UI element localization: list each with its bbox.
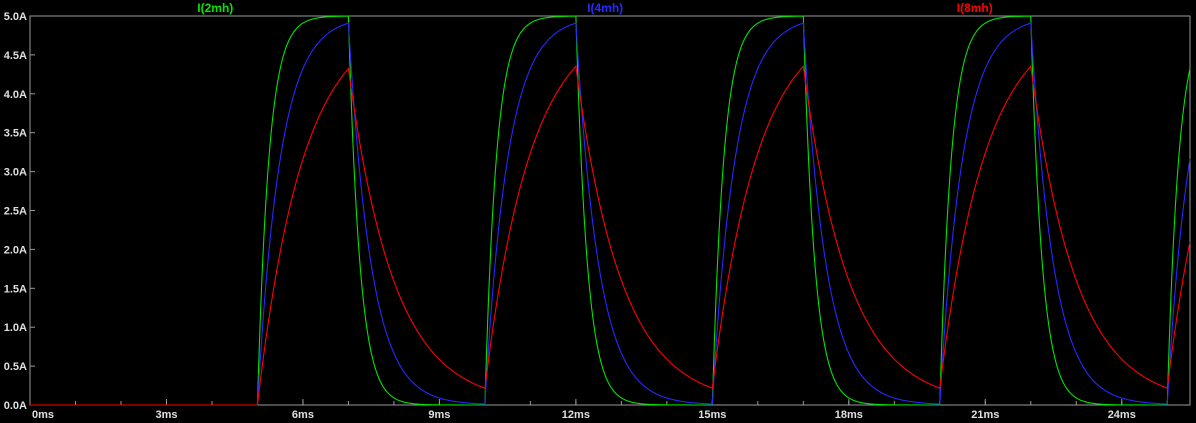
- svg-text:0ms: 0ms: [32, 409, 54, 421]
- svg-text:12ms: 12ms: [562, 409, 590, 421]
- svg-text:9ms: 9ms: [428, 409, 450, 421]
- svg-text:15ms: 15ms: [698, 409, 726, 421]
- svg-text:18ms: 18ms: [835, 409, 863, 421]
- trace-I8mh: [30, 65, 1191, 406]
- svg-text:0.5A: 0.5A: [4, 361, 27, 373]
- svg-text:0.0A: 0.0A: [4, 400, 27, 412]
- svg-text:4.0A: 4.0A: [4, 89, 27, 101]
- svg-text:3.0A: 3.0A: [4, 167, 27, 179]
- svg-text:21ms: 21ms: [971, 409, 999, 421]
- plot-frame: [29, 15, 1191, 406]
- trace-label-2mh: I(2mh): [197, 1, 234, 15]
- svg-text:3ms: 3ms: [155, 409, 177, 421]
- trace-I2mh: [30, 15, 1191, 406]
- svg-text:6ms: 6ms: [292, 409, 314, 421]
- svg-text:24ms: 24ms: [1108, 409, 1136, 421]
- svg-text:4.5A: 4.5A: [4, 50, 27, 62]
- axis-labels: 5.0A 4.5A 4.0A 3.5A 3.0A 2.5A 2.0A 1.5A 1.0A 0.5A…: [4, 11, 1136, 421]
- trace-I4mh: [30, 22, 1191, 406]
- svg-text:2.5A: 2.5A: [4, 206, 27, 218]
- svg-text:3.5A: 3.5A: [4, 128, 27, 140]
- svg-text:2.0A: 2.0A: [4, 244, 27, 256]
- trace-label-8mh: I(8mh): [956, 1, 993, 15]
- svg-text:1.5A: 1.5A: [4, 283, 27, 295]
- trace-legend: I(2mh) I(4mh) I(8mh): [0, 0, 1196, 16]
- trace-label-4mh: I(4mh): [587, 1, 624, 15]
- traces: [30, 15, 1191, 406]
- svg-text:5.0A: 5.0A: [4, 11, 27, 23]
- axis-ticks: [29, 15, 1168, 406]
- svg-text:1.0A: 1.0A: [4, 322, 27, 334]
